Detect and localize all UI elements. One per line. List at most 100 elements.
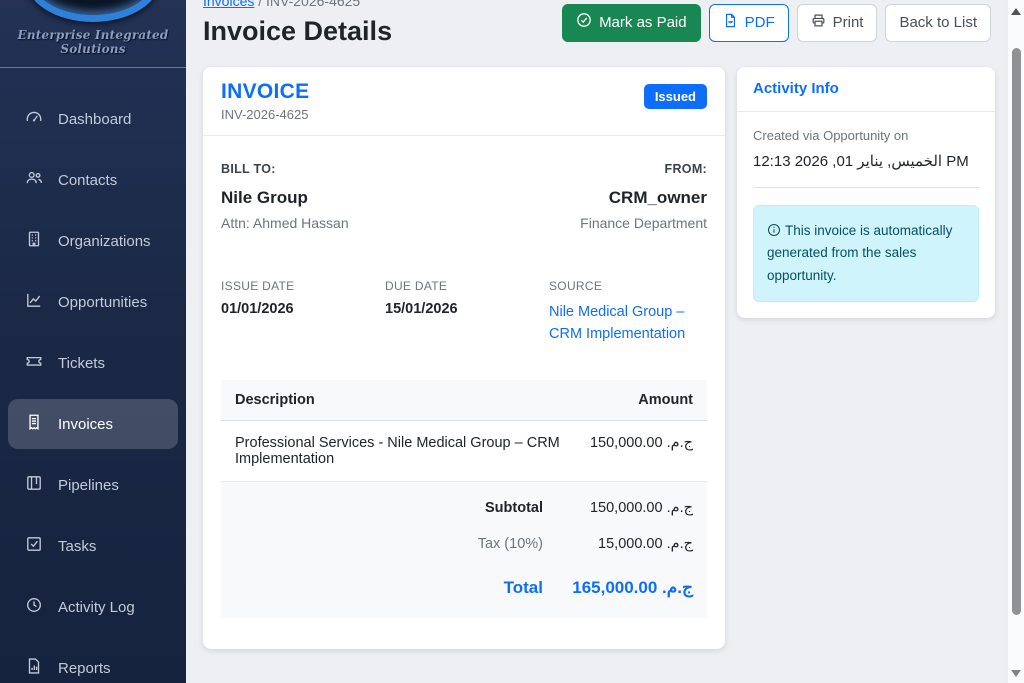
amount-column-header: Amount	[638, 391, 693, 408]
status-badge: Issued	[643, 84, 707, 109]
back-to-list-button[interactable]: Back to List	[885, 4, 991, 42]
header-actions: Mark as Paid PDF Print Back to List	[562, 4, 991, 42]
activity-card-header: Activity Info	[737, 67, 995, 112]
speedometer-icon	[25, 108, 43, 130]
ticket-icon	[25, 352, 43, 374]
invoice-label: INVOICE	[221, 80, 310, 103]
scroll-up-arrow[interactable]	[1011, 8, 1021, 15]
from-name: CRM_owner	[608, 188, 707, 207]
dates-section: ISSUE DATE 01/01/2026 DUE DATE 15/01/202…	[221, 279, 707, 346]
clock-icon	[25, 596, 43, 618]
sidebar-item-pipelines[interactable]: Pipelines	[8, 460, 178, 510]
file-pdf-icon	[723, 13, 738, 34]
main-content: Invoices / INV-2026-4625 Invoice Details…	[186, 0, 1024, 683]
line-items-table: Description Amount Professional Services…	[221, 379, 707, 618]
page-title: Invoice Details	[203, 16, 393, 46]
kanban-icon	[25, 474, 43, 496]
total-label: Total	[503, 577, 543, 597]
sidebar-item-label: Opportunities	[58, 293, 148, 311]
from-block: FROM: CRM_owner Finance Department	[580, 162, 707, 231]
invoice-card-header: INVOICE INV-2026-4625 Issued	[203, 67, 725, 136]
subtotal-row: Subtotal 150,000.00 ج.م.‏	[221, 490, 707, 526]
activity-card-body: Created via Opportunity on الخميس, يناير…	[737, 112, 995, 318]
sidebar-item-tickets[interactable]: Tickets	[8, 338, 178, 388]
back-to-list-label: Back to List	[899, 13, 977, 31]
bill-to-attn: Attn: Ahmed Hassan	[221, 215, 349, 231]
receipt-icon	[25, 413, 43, 435]
sidebar-item-label: Reports	[58, 659, 111, 677]
total-row: Total 165,000.00 ج.م.‏	[221, 562, 707, 608]
print-label: Print	[832, 13, 864, 31]
print-button[interactable]: Print	[796, 4, 878, 42]
sidebar-item-organizations[interactable]: Organizations	[8, 216, 178, 266]
sidebar-item-label: Tasks	[58, 537, 97, 555]
brand-tagline: Enterprise Integrated Solutions	[17, 28, 169, 56]
from-label: FROM:	[664, 162, 707, 176]
sidebar-item-opportunities[interactable]: Opportunities	[8, 277, 178, 327]
mark-as-paid-button[interactable]: Mark as Paid	[562, 4, 701, 42]
invoice-card-body: BILL TO: Nile Group Attn: Ahmed Hassan F…	[203, 136, 725, 636]
subtotal-amount: 150,000.00 ج.م.‏	[589, 499, 693, 516]
people-icon	[25, 169, 43, 191]
sidebar-item-label: Invoices	[58, 415, 114, 433]
info-circle-icon	[767, 223, 785, 238]
tax-label: Tax (10%)	[477, 535, 543, 552]
due-date-label: DUE DATE	[385, 279, 448, 293]
table-row: Professional Services - Nile Medical Gro…	[221, 421, 707, 482]
breadcrumb-current: INV-2026-4625	[266, 0, 361, 9]
sidebar-item-tasks[interactable]: Tasks	[8, 521, 178, 571]
parties-section: BILL TO: Nile Group Attn: Ahmed Hassan F…	[221, 162, 707, 231]
sidebar-item-contacts[interactable]: Contacts	[8, 155, 178, 205]
cards-row: INVOICE INV-2026-4625 Issued BILL TO: Ni…	[203, 67, 1024, 649]
tax-amount: 15,000.00 ج.م.‏	[598, 535, 693, 552]
created-date: الخميس, يناير 01, 2026 12:13 PM	[753, 153, 969, 170]
brand-area: Enterprise Integrated Solutions	[0, 0, 186, 68]
table-header-row: Description Amount	[221, 379, 707, 421]
company-logo	[25, 0, 161, 22]
description-column-header: Description	[235, 391, 315, 408]
totals-section: Subtotal 150,000.00 ج.م.‏ Tax (10%) 15,0…	[221, 481, 707, 618]
printer-icon	[811, 13, 826, 34]
note-text: This invoice is automatically generated …	[767, 223, 953, 283]
breadcrumb-invoices-link[interactable]: Invoices	[203, 0, 255, 9]
divider	[753, 187, 979, 188]
sidebar-item-invoices[interactable]: Invoices	[8, 399, 178, 449]
sidebar-item-label: Tickets	[58, 354, 105, 372]
source-opportunity-link[interactable]: Nile Medical Group – CRM Implementation	[549, 304, 686, 343]
invoice-number: INV-2026-4625	[221, 107, 309, 122]
sidebar-item-label: Organizations	[58, 232, 151, 250]
sidebar-nav: Dashboard Contacts Organizations Opportu…	[0, 68, 186, 683]
sidebar-item-dashboard[interactable]: Dashboard	[8, 94, 178, 144]
auto-generated-note: This invoice is automatically generated …	[753, 205, 979, 302]
line-item-amount: 150,000.00 ج.م.‏	[589, 434, 693, 451]
sidebar-item-activity-log[interactable]: Activity Log	[8, 582, 178, 632]
sidebar-item-label: Pipelines	[58, 476, 119, 494]
vertical-scrollbar[interactable]	[1007, 0, 1024, 683]
issue-date-block: ISSUE DATE 01/01/2026	[221, 279, 385, 346]
sidebar-item-label: Activity Log	[58, 598, 135, 616]
check-circle-icon	[576, 12, 592, 34]
sidebar-item-reports[interactable]: Reports	[8, 643, 178, 683]
file-chart-icon	[25, 657, 43, 679]
source-label: SOURCE	[549, 279, 603, 293]
issue-date-label: ISSUE DATE	[221, 279, 295, 293]
activity-info-title: Activity Info	[753, 80, 839, 97]
invoice-card: INVOICE INV-2026-4625 Issued BILL TO: Ni…	[203, 67, 725, 649]
sidebar-item-label: Contacts	[58, 171, 118, 189]
due-date-block: DUE DATE 15/01/2026	[385, 279, 549, 346]
pdf-button[interactable]: PDF	[708, 4, 789, 42]
issue-date-value: 01/01/2026	[221, 301, 294, 317]
tax-row: Tax (10%) 15,000.00 ج.م.‏	[221, 526, 707, 562]
created-via-label: Created via Opportunity on	[753, 128, 909, 143]
mark-as-paid-label: Mark as Paid	[599, 13, 687, 31]
total-amount: 165,000.00 ج.م.‏	[572, 577, 693, 597]
due-date-value: 15/01/2026	[385, 301, 458, 317]
check-square-icon	[25, 535, 43, 557]
bill-to-name: Nile Group	[221, 188, 308, 207]
pdf-label: PDF	[744, 13, 775, 31]
sidebar-item-label: Dashboard	[58, 110, 132, 128]
scrollbar-thumb[interactable]	[1012, 48, 1021, 615]
graph-icon	[25, 291, 43, 313]
scroll-down-arrow[interactable]	[1011, 670, 1021, 677]
activity-info-card: Activity Info Created via Opportunity on…	[737, 67, 995, 318]
